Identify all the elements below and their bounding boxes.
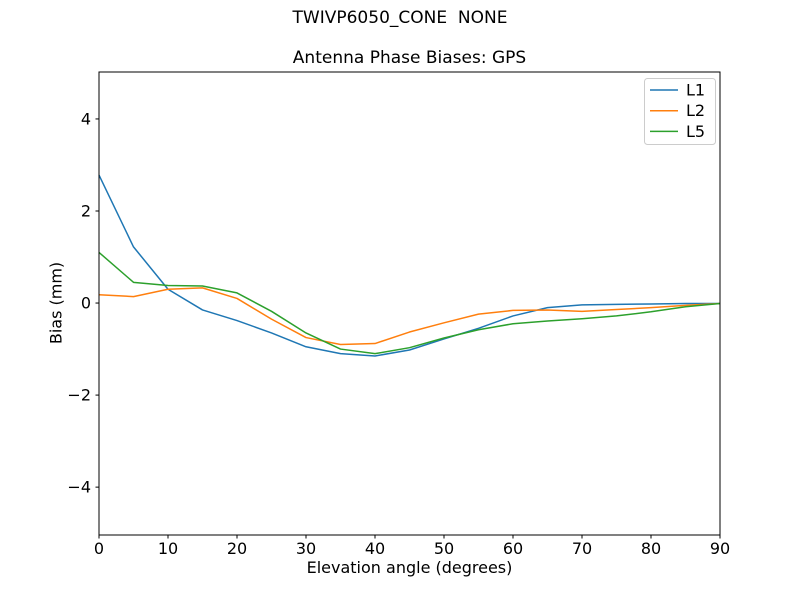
series-line-L1: [98, 174, 720, 357]
legend-label-L5: L5: [686, 122, 705, 141]
y-tick-label: −2: [67, 386, 91, 405]
legend-label-L1: L1: [686, 81, 705, 100]
legend-label-L2: L2: [686, 101, 705, 120]
y-axis-label: Bias (mm): [46, 261, 66, 345]
x-tick-label: 10: [158, 539, 178, 558]
series-line-L5: [98, 251, 721, 355]
axes-title: Antenna Phase Biases: GPS: [292, 48, 527, 68]
x-tick-label: 40: [365, 539, 385, 558]
legend-box: [644, 78, 716, 145]
x-tick-label: 30: [296, 539, 316, 558]
y-tick-label: 4: [81, 109, 91, 128]
x-tick-label: 80: [641, 539, 661, 558]
y-tick-label: −4: [67, 478, 91, 497]
figure-suptitle: TWIVP6050_CONE NONE: [292, 8, 508, 28]
x-tick-label: 20: [227, 539, 247, 558]
x-tick-label: 90: [710, 539, 730, 558]
x-axis-label: Elevation angle (degrees): [306, 558, 513, 577]
series-line-L2: [98, 287, 721, 346]
x-tick-label: 0: [94, 539, 104, 558]
axes-border: [98, 71, 721, 536]
x-tick-label: 60: [503, 539, 523, 558]
y-tick-label: 0: [81, 294, 91, 313]
x-tick-label: 70: [572, 539, 592, 558]
y-tick-label: 2: [81, 201, 91, 220]
x-tick-label: 50: [434, 539, 454, 558]
